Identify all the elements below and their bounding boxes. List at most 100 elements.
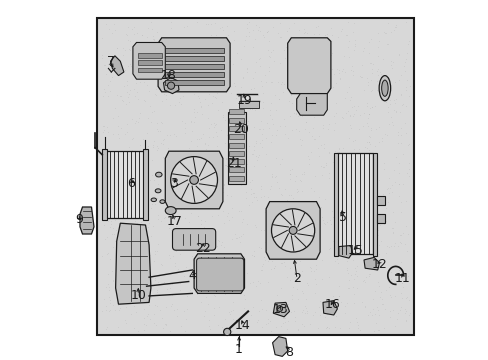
- Point: [313, 55, 321, 61]
- Point: [108, 231, 116, 237]
- Point: [185, 74, 193, 80]
- Point: [188, 253, 196, 259]
- Point: [191, 260, 199, 266]
- Point: [287, 293, 295, 298]
- Point: [259, 126, 266, 131]
- Point: [365, 139, 372, 145]
- Point: [254, 56, 262, 62]
- Point: [212, 57, 220, 62]
- Point: [343, 225, 351, 231]
- Point: [287, 100, 295, 106]
- Point: [304, 69, 312, 75]
- Point: [119, 171, 127, 177]
- Point: [365, 50, 372, 56]
- Point: [381, 250, 389, 256]
- Point: [396, 199, 404, 205]
- Point: [357, 74, 365, 80]
- Point: [108, 115, 116, 121]
- Point: [148, 157, 156, 163]
- Ellipse shape: [151, 198, 156, 202]
- Point: [289, 235, 297, 241]
- Point: [289, 81, 297, 87]
- Point: [366, 125, 374, 131]
- Point: [401, 277, 409, 283]
- Point: [315, 61, 323, 67]
- Point: [166, 285, 174, 291]
- Point: [334, 71, 342, 76]
- Point: [359, 123, 366, 129]
- Point: [237, 139, 245, 145]
- Point: [200, 35, 208, 41]
- Point: [257, 78, 264, 84]
- Point: [257, 183, 264, 189]
- Point: [250, 222, 258, 228]
- Point: [272, 325, 280, 330]
- Point: [134, 183, 142, 189]
- Point: [114, 123, 122, 129]
- Point: [146, 252, 154, 257]
- Point: [101, 155, 109, 161]
- Point: [261, 163, 268, 169]
- Point: [390, 271, 398, 276]
- Point: [366, 77, 374, 83]
- Point: [364, 265, 372, 271]
- Point: [365, 40, 372, 45]
- Point: [197, 184, 204, 190]
- Point: [116, 93, 124, 98]
- Point: [203, 51, 211, 57]
- Point: [313, 248, 321, 254]
- Point: [210, 243, 218, 248]
- Point: [259, 105, 266, 111]
- Point: [310, 228, 318, 234]
- Polygon shape: [110, 56, 123, 76]
- Point: [330, 163, 338, 169]
- Point: [201, 141, 208, 147]
- Point: [231, 267, 239, 273]
- Point: [230, 80, 238, 86]
- Point: [250, 36, 258, 42]
- Point: [341, 95, 348, 100]
- Point: [207, 121, 215, 127]
- Point: [377, 139, 385, 144]
- Point: [229, 307, 237, 313]
- Point: [150, 258, 158, 264]
- Point: [211, 122, 219, 128]
- Point: [295, 247, 303, 253]
- Point: [298, 48, 305, 53]
- Point: [372, 249, 380, 255]
- Point: [304, 129, 312, 135]
- Point: [187, 72, 195, 77]
- Bar: [106, 151, 143, 218]
- Point: [239, 141, 246, 147]
- Point: [239, 43, 247, 49]
- Point: [283, 28, 291, 34]
- Point: [298, 242, 305, 248]
- Point: [397, 295, 405, 301]
- Point: [148, 109, 156, 115]
- Point: [306, 237, 314, 242]
- Point: [217, 239, 225, 244]
- Point: [373, 267, 381, 273]
- Point: [316, 163, 324, 169]
- Point: [350, 271, 358, 277]
- Point: [278, 80, 285, 85]
- Point: [221, 316, 228, 322]
- Point: [322, 325, 329, 331]
- Point: [390, 323, 398, 329]
- Point: [361, 304, 368, 310]
- Point: [321, 83, 328, 89]
- Point: [306, 185, 314, 191]
- Point: [368, 104, 376, 110]
- Point: [287, 211, 295, 216]
- Point: [294, 243, 302, 248]
- Point: [157, 119, 164, 125]
- Point: [212, 129, 220, 134]
- Point: [152, 322, 160, 328]
- Point: [174, 225, 182, 231]
- Point: [317, 141, 325, 147]
- Point: [225, 148, 233, 154]
- Point: [377, 135, 385, 141]
- Point: [402, 294, 410, 300]
- Point: [110, 177, 118, 183]
- Point: [363, 103, 370, 108]
